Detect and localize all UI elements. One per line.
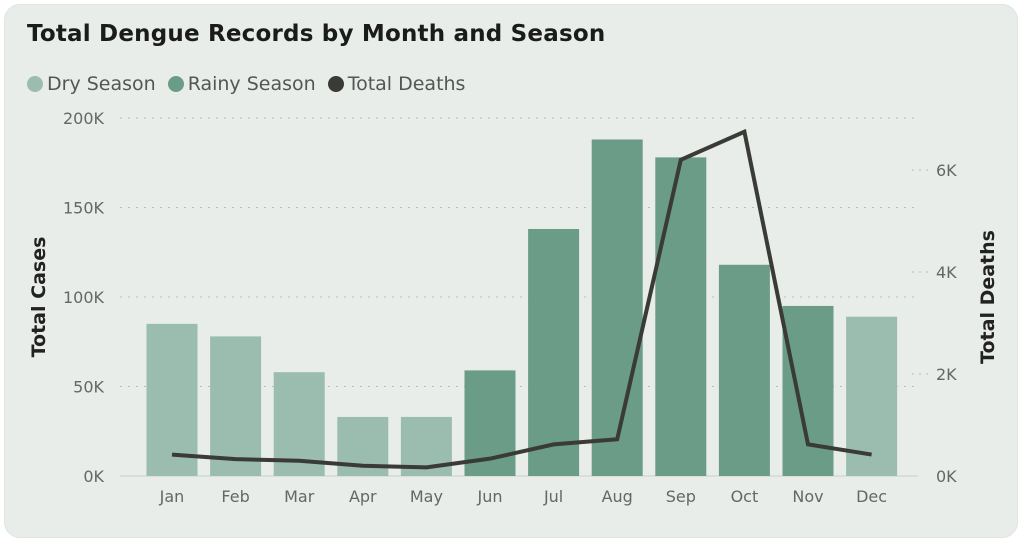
deaths-line-series	[171, 128, 872, 470]
bar-aug	[591, 139, 643, 477]
bar-jan	[146, 323, 198, 476]
y-tick-label: 0K	[83, 467, 104, 486]
bar-nov	[782, 305, 834, 476]
y2-tick-label: 4K	[936, 263, 957, 282]
x-tick-label: May	[410, 487, 443, 506]
legend-dot-dry	[27, 76, 43, 92]
chart-title: Total Dengue Records by Month and Season	[27, 21, 606, 47]
legend-item-rainy[interactable]: Rainy Season	[167, 73, 316, 95]
bar-sep	[655, 157, 707, 476]
x-tick-label: Jun	[477, 487, 503, 506]
y-tick-label: 100K	[63, 288, 105, 307]
y-tick-label: 200K	[63, 109, 105, 128]
x-tick-label: Oct	[731, 487, 759, 506]
x-tick-label: Nov	[792, 487, 823, 506]
x-tick-label: Jan	[159, 487, 185, 506]
axes: 0K 50K 100K 150K 200K 0K 2K 4K 6K Jan Feb Mar Apr May…	[63, 109, 957, 506]
legend-dot-rainy	[167, 76, 184, 92]
x-tick-label: Jul	[543, 487, 563, 506]
x-tick-label: Dec	[856, 487, 887, 506]
x-tick-label: Mar	[284, 487, 315, 506]
x-tick-label: Sep	[666, 487, 696, 506]
y-axis-title: Total Cases	[28, 237, 50, 358]
deaths-line	[171, 128, 872, 470]
y-tick-label: 50K	[73, 378, 104, 397]
legend-dot-deaths	[327, 76, 344, 92]
x-tick-label: Aug	[602, 487, 633, 506]
legend-item-deaths[interactable]: Total Deaths	[327, 73, 466, 95]
y2-tick-label: 0K	[936, 467, 957, 486]
bar-feb	[210, 336, 262, 476]
y2-axis-title: Total Deaths	[977, 230, 999, 364]
bar-jul	[528, 228, 580, 476]
legend-label-dry: Dry Season	[47, 73, 156, 95]
bar-oct	[718, 264, 770, 476]
x-tick-label: Apr	[349, 487, 377, 506]
x-tick-label: Feb	[221, 487, 249, 506]
y-tick-label: 150K	[63, 199, 105, 218]
legend-label-deaths: Total Deaths	[347, 73, 466, 95]
chart-legend: Dry Season Rainy Season Total Deaths	[27, 73, 477, 95]
bar-dec	[846, 316, 898, 476]
legend-label-rainy: Rainy Season	[187, 73, 316, 95]
legend-item-dry[interactable]: Dry Season	[27, 73, 156, 95]
y2-tick-label: 2K	[936, 365, 957, 384]
bar-series	[146, 139, 898, 477]
y2-tick-label: 6K	[936, 161, 957, 180]
